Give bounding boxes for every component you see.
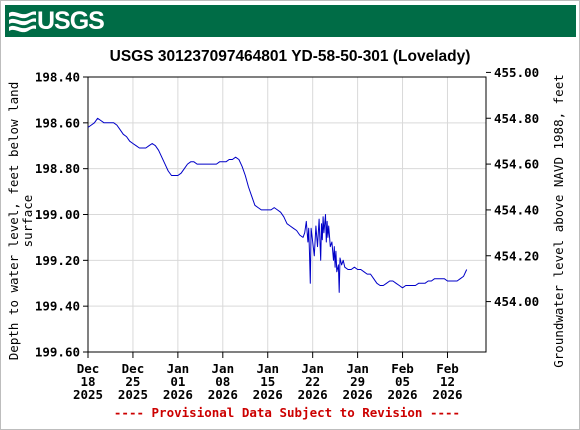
x-axis-tick-labels: Dec182025Dec252025Jan012026Jan082026Jan1… — [73, 361, 463, 402]
x-tick-label: Dec — [77, 361, 100, 376]
x-tick-label: 01 — [170, 374, 185, 389]
usgs-wave-icon — [9, 11, 36, 33]
y-tick-label: 199.60 — [35, 345, 80, 360]
x-tick-label: Feb — [391, 361, 414, 376]
y2-tick-label: 454.00 — [494, 294, 539, 309]
x-tick-label: Feb — [436, 361, 459, 376]
usgs-header-banner: USGS — [5, 5, 576, 37]
x-tick-label: 05 — [395, 374, 410, 389]
x-tick-label: Jan — [167, 361, 190, 376]
y2-tick-label: 455.00 — [494, 65, 539, 80]
x-tick-label: Jan — [256, 361, 279, 376]
x-tick-label: Jan — [346, 361, 369, 376]
x-tick-label: 2026 — [432, 387, 462, 402]
usgs-logo[interactable]: USGS — [7, 5, 107, 37]
x-tick-label: 2026 — [163, 387, 193, 402]
x-tick-label: 2025 — [73, 387, 103, 402]
x-tick-label: 18 — [80, 374, 95, 389]
x-tick-label: Jan — [301, 361, 324, 376]
y2-tick-label: 454.60 — [494, 157, 539, 172]
x-tick-label: 2026 — [253, 387, 283, 402]
x-tick-label: 08 — [215, 374, 230, 389]
x-tick-label: 15 — [260, 374, 275, 389]
water-level-series-line — [87, 117, 468, 293]
x-tick-label: 25 — [125, 374, 140, 389]
y-tick-label: 199.40 — [35, 299, 80, 314]
y2-tick-label: 454.40 — [494, 202, 539, 217]
y-axis-label: Depth to water level, feet below landsur… — [6, 82, 35, 360]
x-tick-label: 2026 — [208, 387, 238, 402]
y-tick-label: 198.60 — [35, 115, 80, 130]
y-tick-label: 199.20 — [35, 253, 80, 268]
y-tick-label: 198.80 — [35, 161, 80, 176]
x-tick-label: 2025 — [118, 387, 148, 402]
y-tick-label: 198.40 — [35, 70, 80, 85]
chart-title: USGS 301237097464801 YD-58-50-301 (Lovel… — [110, 48, 471, 65]
y-axis-tick-labels: 198.40 198.60 198.80 199.00 199.20 199.40 199.… — [35, 70, 80, 360]
x-tick-label: 2026 — [343, 387, 373, 402]
usgs-logo-text: USGS — [37, 7, 105, 35]
x-tick-label: 2026 — [298, 387, 328, 402]
provisional-data-notice: ---- Provisional Data Subject to Revisio… — [114, 405, 460, 420]
plot-grid — [87, 77, 486, 352]
x-tick-label: 2026 — [387, 387, 417, 402]
x-tick-label: 12 — [440, 374, 455, 389]
y2-axis-tick-labels: 455.00 454.80 454.60 454.40 454.20 454.00 — [494, 65, 539, 309]
x-tick-label: 22 — [305, 374, 320, 389]
y-axis-label-line-2: surface — [20, 195, 35, 248]
x-tick-label: Dec — [122, 361, 145, 376]
x-tick-label: Jan — [212, 361, 235, 376]
y-tick-label: 199.00 — [35, 207, 80, 222]
axis-ticks — [83, 71, 491, 358]
y-axis-label-line-1: Depth to water level, feet below land — [6, 82, 21, 360]
y2-tick-label: 454.20 — [494, 248, 539, 263]
x-tick-label: 29 — [350, 374, 365, 389]
y2-axis-label: Groundwater level above NAVD 1988, feet — [551, 74, 566, 368]
y2-tick-label: 454.80 — [494, 111, 539, 126]
